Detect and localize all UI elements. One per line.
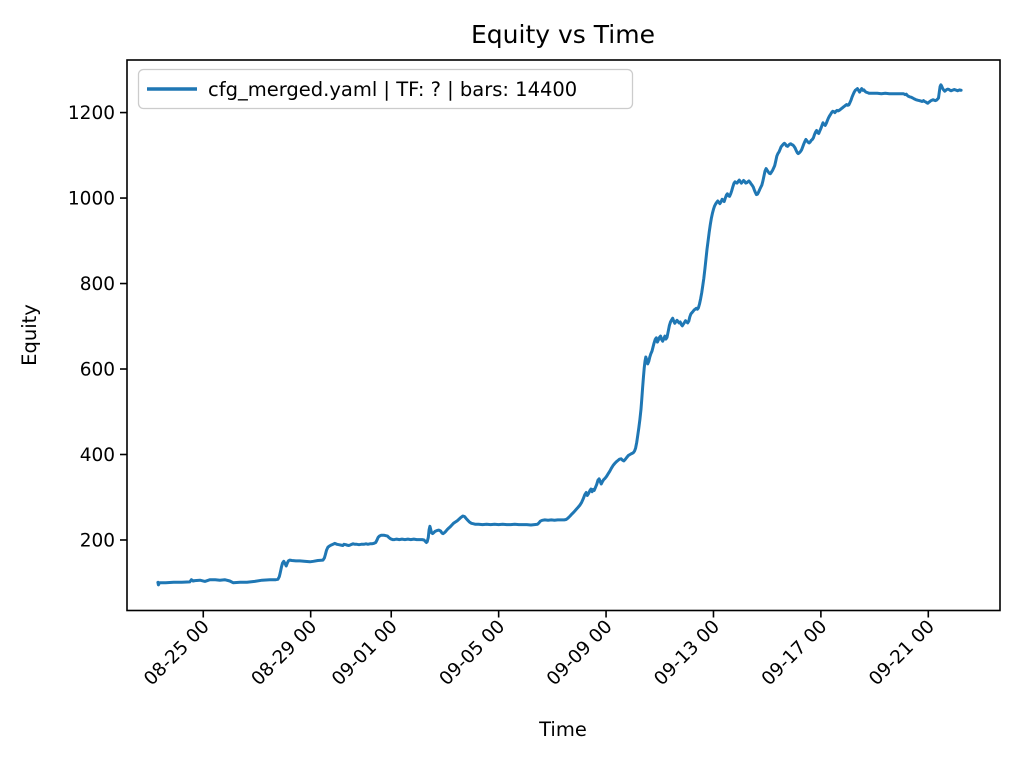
y-tick-label: 800	[80, 274, 115, 295]
legend-label: cfg_merged.yaml | TF: ? | bars: 14400	[208, 78, 577, 101]
x-tick-label: 09-21 00	[865, 616, 939, 690]
legend-box	[137, 68, 634, 110]
y-tick-label: 200	[80, 530, 115, 551]
plot-area	[126, 59, 1001, 612]
x-tick-label: 09-17 00	[758, 616, 832, 690]
x-tick-label: 08-29 00	[248, 616, 322, 690]
x-tick-label: 09-13 00	[650, 616, 724, 690]
y-tick-label: 600	[80, 360, 115, 381]
x-tick-label: 08-25 00	[140, 616, 214, 690]
equity-curve	[156, 83, 963, 587]
legend: cfg_merged.yaml | TF: ? | bars: 14400	[137, 68, 634, 110]
y-tick-label: 1200	[68, 103, 115, 124]
x-tick-label: 09-01 00	[328, 616, 402, 690]
chart-title: Equity vs Time	[471, 20, 655, 49]
x-tick-label: 09-05 00	[436, 616, 510, 690]
y-tick-label: 400	[80, 445, 115, 466]
y-tick-label: 1000	[68, 189, 115, 210]
x-axis-label: Time	[538, 718, 587, 741]
equity-line-series	[156, 83, 963, 587]
y-axis-label: Equity	[18, 304, 41, 366]
x-tick-label: 09-09 00	[543, 616, 617, 690]
